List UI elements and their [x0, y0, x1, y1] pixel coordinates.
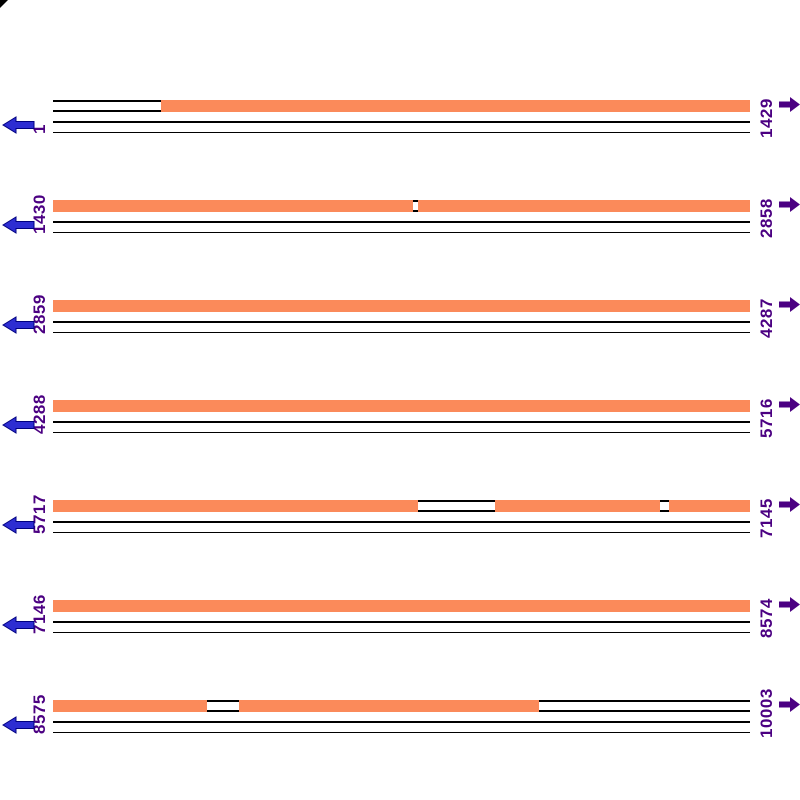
aligned-region-bar	[669, 499, 750, 512]
row-end-coordinate: 10003	[757, 688, 776, 738]
ruler-line-bottom-b	[53, 531, 750, 533]
aligned-region-bar	[239, 699, 539, 712]
ruler-line-bottom-b	[53, 331, 750, 333]
right-arrow-icon[interactable]	[779, 597, 800, 612]
aligned-region-bar	[53, 399, 750, 412]
left-arrow-icon[interactable]	[2, 416, 35, 434]
ruler-line-bottom-b	[53, 631, 750, 633]
right-arrow-icon[interactable]	[779, 97, 800, 112]
left-arrow-icon[interactable]	[2, 716, 35, 734]
aligned-region-bar	[53, 599, 750, 612]
aligned-region-bar	[495, 499, 660, 512]
ruler-line-bottom-a	[53, 521, 750, 523]
ruler-line-bottom-a	[53, 721, 750, 723]
right-arrow-icon[interactable]	[779, 397, 800, 412]
ruler-line-bottom-a	[53, 221, 750, 223]
ruler-line-bottom-b	[53, 431, 750, 433]
left-arrow-icon[interactable]	[2, 616, 35, 634]
left-arrow-icon[interactable]	[2, 516, 35, 534]
ruler-line-bottom-a	[53, 321, 750, 323]
right-arrow-icon[interactable]	[779, 197, 800, 212]
aligned-region-bar	[53, 499, 418, 512]
row-end-coordinate: 1429	[757, 98, 776, 138]
left-arrow-icon[interactable]	[2, 216, 35, 234]
ruler-line-bottom-b	[53, 131, 750, 133]
right-arrow-icon[interactable]	[779, 497, 800, 512]
left-arrow-icon[interactable]	[2, 316, 35, 334]
aligned-region-bar	[53, 199, 413, 212]
row-end-coordinate: 7145	[757, 498, 776, 538]
row-end-coordinate: 5716	[757, 398, 776, 438]
aligned-region-bar	[53, 699, 207, 712]
ruler-line-bottom-b	[53, 231, 750, 233]
ruler-line-bottom-a	[53, 121, 750, 123]
ruler-line-bottom-a	[53, 621, 750, 623]
aligned-region-bar	[161, 99, 750, 112]
ruler-line-bottom-b	[53, 731, 750, 733]
row-end-coordinate: 2858	[757, 198, 776, 238]
aligned-region-bar	[53, 299, 750, 312]
aligned-region-bar	[418, 199, 750, 212]
right-arrow-icon[interactable]	[779, 297, 800, 312]
ruler-line-bottom-a	[53, 421, 750, 423]
row-end-coordinate: 8574	[757, 598, 776, 638]
corner-artifact	[0, 0, 8, 8]
row-end-coordinate: 4287	[757, 298, 776, 338]
right-arrow-icon[interactable]	[779, 697, 800, 712]
left-arrow-icon[interactable]	[2, 116, 35, 134]
